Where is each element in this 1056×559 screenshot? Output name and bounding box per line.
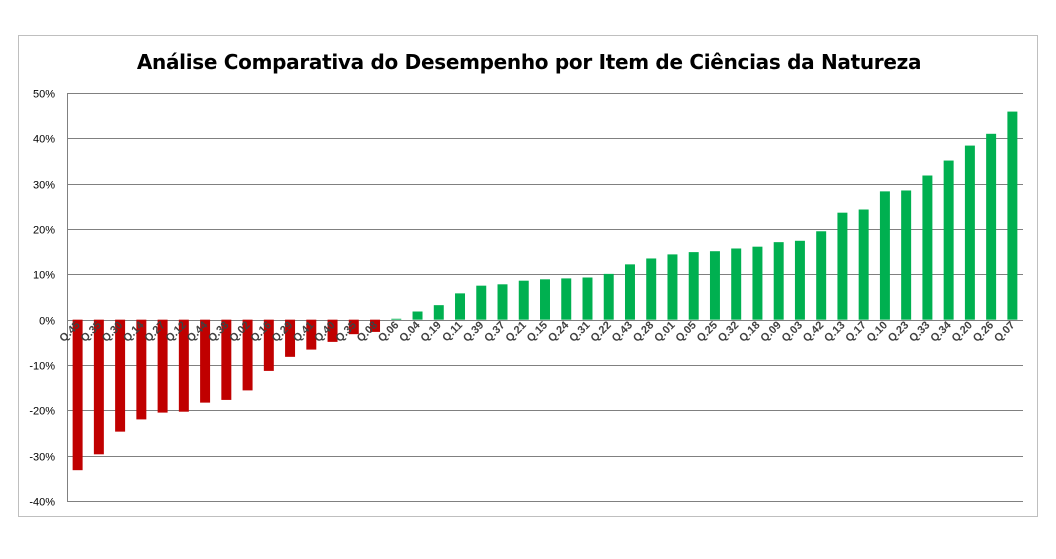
bar-q39	[476, 285, 487, 320]
y-tick-label: 0%	[39, 316, 55, 328]
bar-q33	[922, 175, 933, 320]
chart-frame: Análise Comparativa do Desempenho por It…	[18, 35, 1038, 517]
bar-q27	[157, 319, 168, 413]
bar-q06	[391, 318, 402, 320]
bar-q42	[816, 231, 827, 320]
bar-q41	[306, 319, 317, 350]
chart-title: Análise Comparativa do Desempenho por It…	[136, 50, 922, 74]
x-tick-label: Q.09	[758, 319, 783, 344]
x-tick-label: Q.25	[695, 319, 720, 344]
y-tick-label: 10%	[33, 270, 55, 282]
x-tick-label: Q.05	[673, 319, 698, 344]
bar-q44	[200, 319, 211, 403]
x-tick-label: Q.32	[716, 319, 741, 344]
bar-q22	[603, 273, 614, 320]
bar-q40	[327, 319, 338, 342]
bar-q12	[178, 319, 189, 412]
bar-q28	[646, 258, 657, 320]
x-tick-label: Q.26	[971, 319, 996, 344]
x-tick-label: Q.04	[397, 319, 423, 345]
x-tick-label: Q.10	[865, 319, 890, 344]
x-tick-label: Q.13	[822, 319, 847, 344]
x-tick-label: Q.18	[737, 319, 762, 344]
bars	[72, 111, 1018, 471]
y-tick-label: 50%	[33, 89, 55, 101]
bar-q02	[242, 319, 253, 391]
bar-q14	[136, 319, 147, 420]
bar-q03	[794, 240, 805, 320]
y-tick-label: -10%	[29, 361, 55, 373]
bar-q07	[1007, 111, 1018, 320]
bar-q13	[837, 212, 848, 320]
bar-q16	[263, 319, 274, 371]
x-tick-label: Q.23	[886, 319, 911, 344]
bar-q35	[348, 319, 359, 335]
bar-q37	[497, 284, 508, 320]
bar-q26	[986, 133, 997, 320]
x-tick-label: Q.31	[567, 319, 592, 344]
y-tick-label: 30%	[33, 180, 55, 192]
bar-q04	[412, 311, 423, 320]
bar-q43	[624, 264, 635, 320]
bar-q35	[93, 319, 104, 455]
grid-lines	[67, 93, 1023, 502]
x-tick-label: Q.37	[482, 319, 507, 344]
bar-q31	[582, 277, 593, 320]
bar-q05	[688, 252, 699, 320]
x-tick-label: Q.39	[461, 319, 486, 344]
x-tick-label: Q.17	[843, 319, 868, 344]
bar-q11	[455, 293, 466, 320]
bar-q38	[221, 319, 232, 400]
bar-q18	[752, 246, 763, 320]
x-tick-label: Q.43	[610, 319, 635, 344]
x-tick-label: Q.20	[950, 319, 975, 344]
y-tick-label: -30%	[29, 452, 55, 464]
x-tick-label: Q.15	[525, 319, 550, 344]
y-tick-label: -40%	[29, 497, 55, 509]
x-tick-label: Q.34	[928, 319, 954, 345]
x-tick-label: Q.11	[440, 319, 465, 344]
bar-q45	[72, 319, 83, 471]
x-tick-label: Q.24	[546, 319, 572, 345]
bar-q20	[964, 145, 975, 320]
bar-q25	[709, 251, 720, 320]
chart-plot: -40%-30%-20%-10%0%10%20%30%40%50% Q.45Q.…	[29, 89, 1023, 509]
bar-q09	[773, 242, 784, 320]
bar-q29	[285, 319, 296, 357]
y-tick-label: 40%	[33, 134, 55, 146]
bar-q32	[731, 248, 742, 320]
x-tick-label: Q.03	[780, 319, 805, 344]
bar-q01	[667, 254, 678, 320]
x-tick-label: Q.01	[652, 319, 677, 344]
bar-q21	[518, 280, 529, 320]
x-tick-label: Q.22	[588, 319, 613, 344]
x-tick-label: Q.42	[801, 319, 826, 344]
x-tick-label: Q.19	[419, 319, 444, 344]
x-tick-label: Q.21	[504, 319, 529, 344]
bar-q19	[433, 305, 444, 320]
bar-q30	[115, 319, 126, 432]
bar-q08	[370, 319, 381, 332]
x-tick-label: Q.33	[907, 319, 932, 344]
bar-q17	[858, 209, 869, 320]
y-tick-label: -20%	[29, 406, 55, 418]
bar-q23	[901, 190, 912, 320]
bar-q24	[561, 278, 572, 320]
bar-q10	[879, 191, 890, 320]
bar-q15	[540, 279, 550, 320]
y-axis-labels: -40% -30% -20% -10% 0% 10% 20% 30% 40% 50%	[29, 89, 55, 509]
y-tick-label: 20%	[33, 225, 55, 237]
x-tick-label: Q.28	[631, 319, 656, 344]
bar-q34	[943, 160, 954, 320]
x-tick-label: Q.07	[992, 319, 1017, 344]
